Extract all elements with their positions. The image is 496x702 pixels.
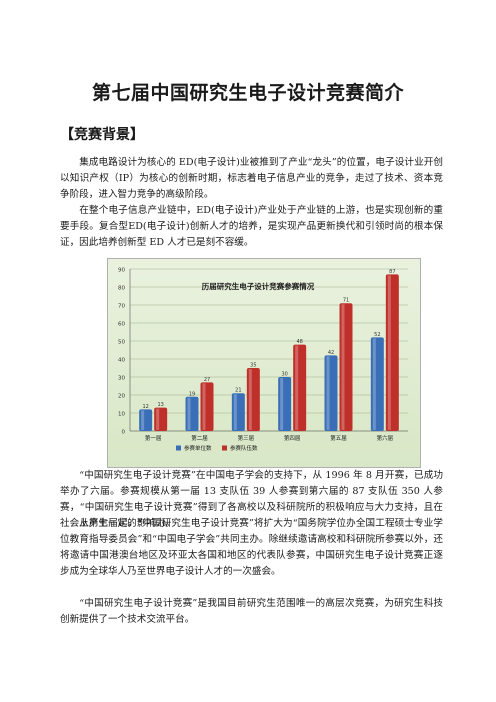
x-tick-label: 第三届 — [238, 434, 255, 442]
chart-title: 历届研究生电子设计竞赛参赛情况 — [202, 281, 315, 291]
bar-units — [370, 337, 384, 431]
data-label: 12 — [142, 404, 148, 410]
paragraph-1: 集成电路设计为核心的 ED(电子设计)业被推到了产业“龙头”的位置，电子设计业开… — [60, 157, 443, 200]
bar-units — [324, 355, 338, 431]
data-label: 27 — [204, 377, 210, 383]
legend-label: 参赛单位数 — [184, 444, 212, 452]
y-tick-label: 90 — [118, 268, 125, 274]
data-label: 52 — [374, 332, 380, 338]
bar-highlight — [233, 394, 237, 430]
data-label: 71 — [343, 298, 349, 304]
bar-units — [139, 409, 153, 431]
x-tick-label: 第四届 — [284, 434, 301, 442]
paragraph-5: “中国研究生电子设计竞赛”是我国目前研究生范围唯一的高层次竞赛，为研究生科技创新… — [60, 598, 443, 625]
x-tick-label: 第二届 — [191, 434, 208, 442]
y-tick-label: 60 — [118, 322, 125, 328]
bar-highlight — [387, 275, 391, 430]
y-tick-label: 80 — [118, 286, 125, 292]
bar-highlight — [372, 338, 376, 430]
bar-units — [231, 393, 245, 431]
document-title: 第七届中国研究生电子设计竞赛简介 — [91, 82, 404, 104]
data-label: 13 — [157, 402, 163, 408]
bar-teams — [246, 368, 260, 431]
bar-highlight — [280, 378, 284, 430]
x-tick-label: 第一届 — [145, 434, 162, 442]
bar-highlight — [341, 304, 345, 430]
bar-teams — [339, 303, 353, 431]
bar-teams — [293, 344, 307, 431]
bar-teams — [154, 407, 168, 431]
paragraph-3: “中国研究生电子设计竞赛”在中国电子学会的支持下，从 1996 年 8 月开赛，… — [60, 470, 443, 529]
chart-svg: 0 10 20 30 40 50 60 70 80 90 历届研究生电子设计竞赛参赛情况 12 13 第一… — [118, 268, 408, 452]
legend-swatch — [176, 445, 181, 451]
y-tick-label: 40 — [118, 358, 125, 364]
bar-highlight — [248, 369, 252, 430]
y-tick-label: 70 — [118, 304, 125, 310]
data-label: 21 — [235, 388, 241, 394]
bar-highlight — [295, 345, 299, 430]
y-tick-label: 50 — [118, 340, 125, 346]
bar-units — [185, 396, 199, 431]
y-tick-label: 30 — [118, 376, 125, 382]
data-label: 87 — [389, 269, 395, 275]
bar-units — [278, 377, 292, 431]
bar-teams — [385, 274, 399, 431]
data-label: 35 — [250, 363, 256, 369]
legend-swatch — [222, 445, 227, 451]
bar-highlight — [187, 397, 191, 430]
data-label: 19 — [189, 391, 195, 397]
section-heading: 【竞赛背景】 — [60, 127, 144, 143]
bar-highlight — [156, 408, 160, 430]
y-tick-label: 0 — [122, 430, 126, 436]
legend-label: 参赛队伍数 — [230, 444, 258, 452]
data-label: 42 — [328, 350, 334, 356]
participation-chart: 0 10 20 30 40 50 60 70 80 90 历届研究生电子设计竞赛参赛情况 12 13 第一… — [107, 258, 421, 468]
y-tick-label: 10 — [118, 412, 125, 418]
x-tick-label: 第六届 — [377, 434, 394, 442]
x-tick-label: 第五届 — [330, 434, 347, 442]
y-tick-label: 20 — [118, 394, 125, 400]
bar-highlight — [141, 410, 145, 430]
data-label: 48 — [296, 339, 302, 345]
bar-teams — [200, 382, 214, 431]
data-label: 30 — [281, 372, 287, 378]
bar-highlight — [326, 356, 330, 430]
paragraph-2: 在整个电子信息产业链中，ED(电子设计)产业处于产业链的上游，也是实现创新的重要… — [60, 205, 443, 248]
paragraph-4: 从第七届起，“中国研究生电子设计竞赛”将扩大为“国务院学位办全国工程硕士专业学位… — [60, 518, 443, 577]
bar-highlight — [202, 383, 206, 430]
